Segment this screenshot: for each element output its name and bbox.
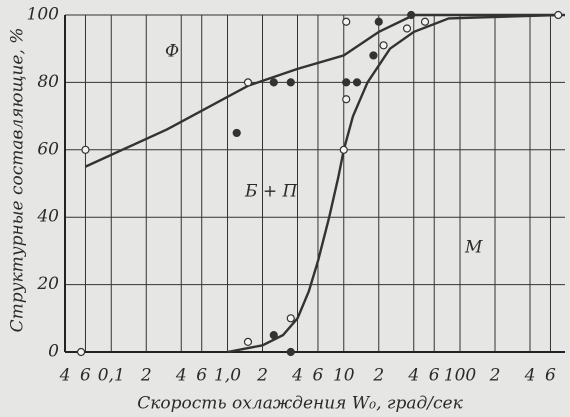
y-tick-label: 100 xyxy=(27,5,60,25)
data-point xyxy=(352,78,362,87)
x-tick-label: 100 xyxy=(444,366,477,386)
x-tick-label: 4 xyxy=(59,366,71,386)
annotation: М xyxy=(464,238,483,258)
curve xyxy=(227,13,559,354)
x-tick-label: 2 xyxy=(489,366,501,386)
x-tick-label: 4 xyxy=(175,366,187,386)
data-point xyxy=(286,347,295,357)
data-point xyxy=(269,331,278,340)
y-tick-label: 20 xyxy=(36,274,59,294)
x-tick-label: 4 xyxy=(524,366,536,386)
data-point xyxy=(342,17,351,26)
y-tick-label: 60 xyxy=(37,139,59,159)
data-point xyxy=(374,17,383,26)
data-point xyxy=(420,17,430,26)
data-point xyxy=(369,51,378,60)
x-tick-label: 6 xyxy=(429,366,440,386)
x-tick-label: 2 xyxy=(372,366,384,386)
x-tick-label: 2 xyxy=(140,366,152,386)
data-point xyxy=(402,24,412,33)
data-point xyxy=(81,145,90,154)
data-point xyxy=(286,78,295,87)
y-tick-label: 0 xyxy=(48,342,59,362)
data-point xyxy=(243,78,253,87)
data-point xyxy=(243,337,253,346)
x-tick-label: 6 xyxy=(313,366,324,386)
annotation: Ф xyxy=(165,42,179,62)
y-axis-label: Структурные составляющие, % xyxy=(8,28,28,333)
data-point xyxy=(269,78,278,87)
data-point xyxy=(342,95,351,104)
data-point xyxy=(407,10,416,20)
data-point xyxy=(232,128,241,138)
data-point xyxy=(379,41,388,50)
curve xyxy=(85,13,565,168)
x-tick-label: 10 xyxy=(333,366,355,386)
data-point xyxy=(286,314,295,323)
data-point xyxy=(76,347,86,357)
x-tick-label: 4 xyxy=(291,366,303,386)
x-tick-label: 6 xyxy=(80,366,91,386)
data-point xyxy=(339,145,348,154)
x-tick-label: 6 xyxy=(545,366,556,386)
x-tick-label: 0,1 xyxy=(98,366,125,386)
x-tick-label: 2 xyxy=(256,366,268,386)
x-tick-label: 1,0 xyxy=(214,366,241,386)
data-point xyxy=(554,10,563,20)
data-point xyxy=(342,78,351,87)
y-tick-label: 80 xyxy=(37,72,59,92)
y-tick-label: 40 xyxy=(36,207,59,227)
x-axis-label: Скорость охлаждения W₀, град/сек xyxy=(137,394,463,414)
x-tick-label: 4 xyxy=(407,366,419,386)
x-tick-label: 6 xyxy=(196,366,207,386)
annotation: Б + П xyxy=(244,182,299,202)
